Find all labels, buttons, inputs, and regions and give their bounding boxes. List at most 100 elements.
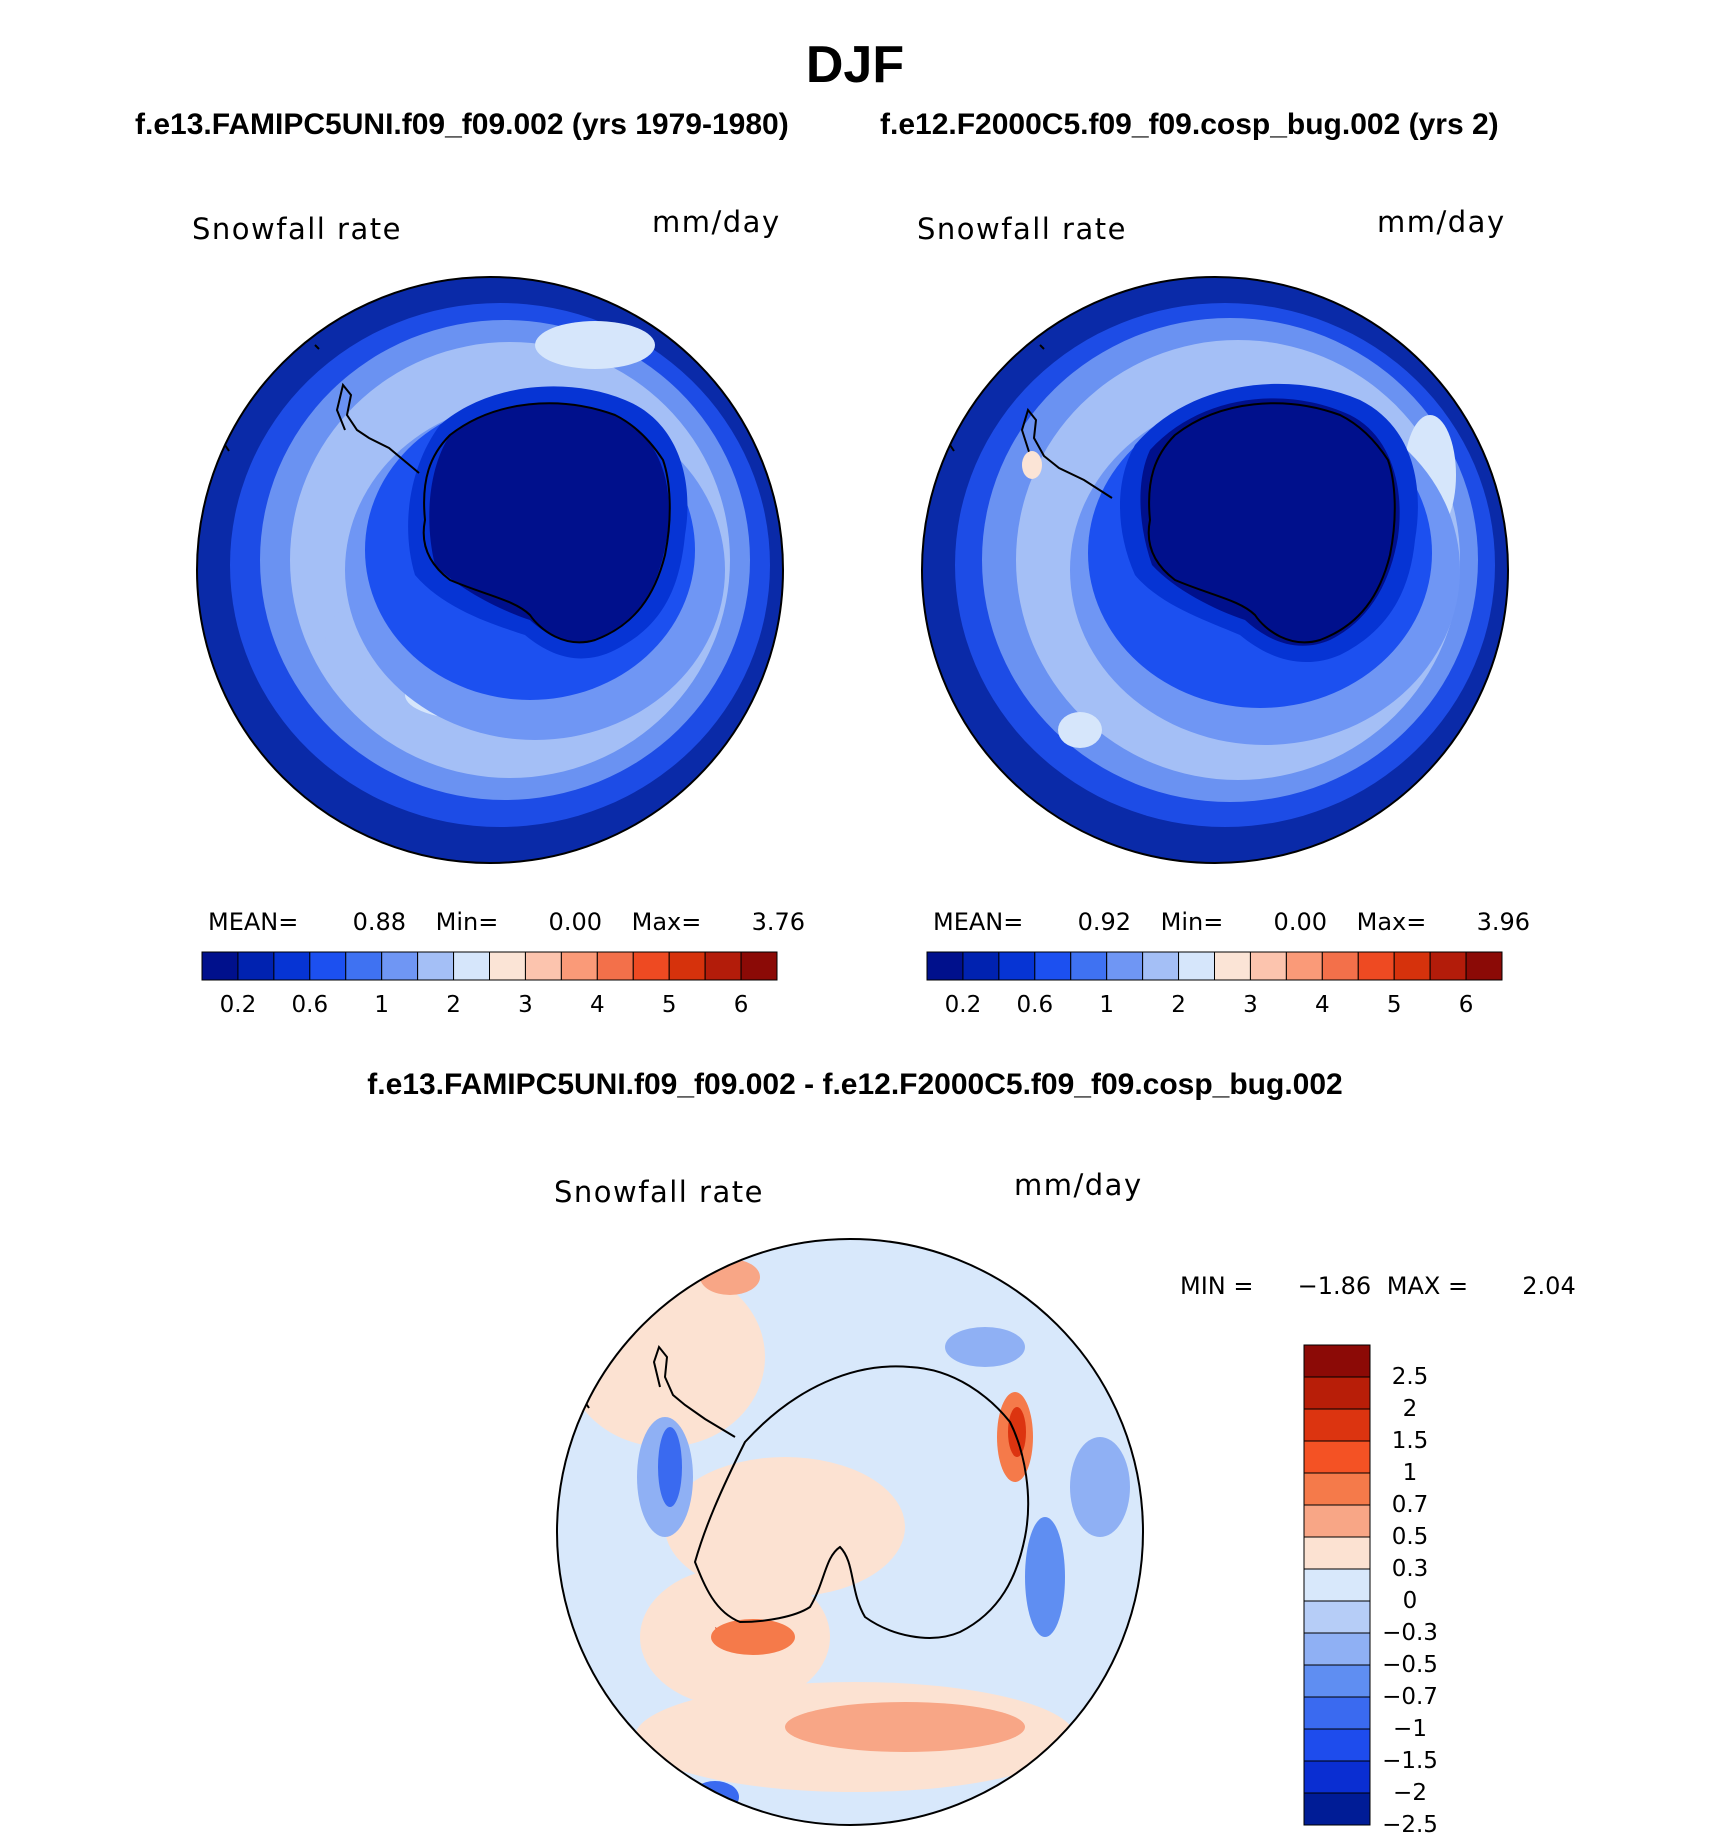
panel1-colorbar-tick-label: 6	[733, 992, 749, 1018]
panel1-max-label: Max=	[631, 908, 702, 936]
difference-colorbar-tick-label: 2.5	[1391, 1364, 1429, 1390]
panel2-colorbar-box	[1321, 951, 1359, 981]
difference-colorbar-box	[1303, 1632, 1371, 1666]
panel2-colorbar-box	[1429, 951, 1467, 981]
panel2-colorbar-box	[1178, 951, 1215, 981]
panel1-colorbar-tick-label: 0.2	[219, 992, 257, 1018]
difference-colorbar-box	[1303, 1664, 1371, 1698]
difference-stats: MIN = −1.86 MAX = 2.04	[1180, 1272, 1576, 1300]
panel1-colorbar-box	[237, 951, 275, 981]
panel1-colorbar-box	[381, 951, 419, 981]
panel2-colorbar	[926, 951, 1503, 981]
difference-colorbar-tick-label: −0.5	[1382, 1652, 1438, 1678]
panel2-min-label: Min=	[1160, 908, 1224, 936]
panel1-colorbar	[201, 951, 778, 981]
panel2-colorbar-box	[1393, 951, 1431, 981]
panel1-colorbar-box	[417, 951, 455, 981]
panel2-colorbar-tick-label: 5	[1386, 992, 1402, 1018]
panel2-colorbar-box	[1465, 951, 1503, 981]
panel1-colorbar-box	[345, 951, 383, 981]
panel1-stats: MEAN= 0.88 Min= 0.00 Max= 3.76	[208, 908, 805, 936]
difference-colorbar-box	[1303, 1504, 1371, 1538]
difference-colorbar-tick-label: −1	[1393, 1716, 1427, 1742]
panel2-colorbar-box	[962, 951, 1000, 981]
difference-colorbar-tick-label: 0.7	[1391, 1492, 1429, 1518]
difference-colorbar-tick-label: −0.3	[1382, 1620, 1438, 1646]
difference-colorbar-box	[1303, 1696, 1371, 1730]
panel2-max-value: 3.96	[1476, 908, 1530, 936]
panel2-colorbar-box	[998, 951, 1036, 981]
panel2-colorbar-tick-label: 4	[1314, 992, 1330, 1018]
panel1-colorbar-box	[560, 951, 598, 981]
panel2-colorbar-tick-label: 1	[1099, 992, 1115, 1018]
difference-colorbar-box	[1303, 1408, 1371, 1442]
panel1-colorbar-tick-label: 0.6	[291, 992, 329, 1018]
difference-colorbar-box	[1303, 1536, 1371, 1570]
season-title: DJF	[805, 36, 905, 94]
panel1-colorbar-ticks: 0.2 0.6 1 2 3 4 5 6	[202, 992, 777, 1022]
difference-variable-label: Snowfall rate	[554, 1175, 764, 1209]
panel2-colorbar-box	[1106, 951, 1144, 981]
panel1-colorbar-box	[704, 951, 742, 981]
difference-colorbar-box	[1303, 1568, 1371, 1602]
difference-colorbar-box	[1303, 1440, 1371, 1474]
difference-colorbar-tick-label: −0.7	[1382, 1684, 1438, 1710]
panel2-colorbar-box	[1142, 951, 1180, 981]
panel2-colorbar-tick-label: 2	[1171, 992, 1186, 1018]
panel1-colorbar-box	[596, 951, 634, 981]
difference-colorbar-tick-label: −1.5	[1382, 1748, 1438, 1774]
panel2-colorbar-box	[1034, 951, 1072, 981]
difference-colorbar-box	[1303, 1472, 1371, 1506]
panel2-units-label: mm/day	[1377, 205, 1506, 239]
panel2-colorbar-tick-label: 3	[1243, 992, 1258, 1018]
difference-colorbar-tick-label: 0	[1402, 1588, 1418, 1614]
difference-min-label: MIN =	[1180, 1272, 1254, 1300]
difference-colorbar-ticks: 2.5 2 1.5 1 0.7 0.5 0.3 0 −0.3 −0.5 −0.7 −1 −1.5 −2 −2…	[1370, 1345, 1460, 1838]
difference-min-value: −1.86	[1297, 1272, 1372, 1300]
panel2-colorbar-box	[1070, 951, 1108, 981]
difference-max-label: MAX =	[1386, 1272, 1469, 1300]
difference-colorbar-tick-label: −2	[1393, 1780, 1427, 1806]
panel1-colorbar-box	[632, 951, 670, 981]
difference-colorbar-tick-label: 0.5	[1391, 1524, 1429, 1550]
panel1-colorbar-box	[453, 951, 490, 981]
difference-max-value: 2.04	[1522, 1272, 1576, 1300]
difference-colorbar-tick-label: 2	[1402, 1396, 1418, 1422]
difference-colorbar-box	[1303, 1344, 1371, 1378]
panel1-colorbar-box	[309, 951, 347, 981]
panel2-map	[921, 276, 1509, 864]
panel2-mean-value: 0.92	[1077, 908, 1131, 936]
difference-colorbar-tick-label: 1	[1402, 1460, 1418, 1486]
panel1-colorbar-tick-label: 2	[446, 992, 461, 1018]
panel1-colorbar-box	[668, 951, 706, 981]
panel2-min-value: 0.00	[1273, 908, 1327, 936]
difference-map	[556, 1238, 1144, 1826]
difference-colorbar-box	[1303, 1760, 1371, 1794]
panel1-colorbar-box	[201, 951, 239, 981]
panel1-colorbar-box	[740, 951, 778, 981]
panel2-colorbar-box	[1357, 951, 1395, 981]
difference-colorbar	[1303, 1344, 1371, 1826]
panel1-max-value: 3.76	[751, 908, 805, 936]
difference-colorbar-tick-label: −2.5	[1382, 1812, 1438, 1838]
panel1-colorbar-box	[524, 951, 562, 981]
panel2-colorbar-box	[1214, 951, 1251, 981]
panel1-colorbar-box	[273, 951, 311, 981]
panel1-units-label: mm/day	[652, 205, 781, 239]
panel1-colorbar-tick-label: 3	[518, 992, 533, 1018]
case2-title: f.e12.F2000C5.f09_f09.cosp_bug.002 (yrs …	[880, 108, 1499, 141]
panel2-colorbar-tick-label: 0.2	[944, 992, 982, 1018]
panel2-variable-label: Snowfall rate	[917, 212, 1127, 246]
difference-colorbar-box	[1303, 1728, 1371, 1762]
panel2-max-label: Max=	[1356, 908, 1427, 936]
difference-colorbar-box	[1303, 1376, 1371, 1410]
panel2-colorbar-box	[1249, 951, 1287, 981]
panel2-colorbar-box	[926, 951, 964, 981]
panel2-mean-label: MEAN=	[933, 908, 1024, 936]
panel1-mean-label: MEAN=	[208, 908, 299, 936]
difference-colorbar-tick-label: 0.3	[1391, 1556, 1429, 1582]
panel1-colorbar-tick-label: 4	[589, 992, 605, 1018]
panel1-variable-label: Snowfall rate	[192, 212, 402, 246]
difference-colorbar-box	[1303, 1600, 1371, 1634]
panel1-min-label: Min=	[435, 908, 499, 936]
